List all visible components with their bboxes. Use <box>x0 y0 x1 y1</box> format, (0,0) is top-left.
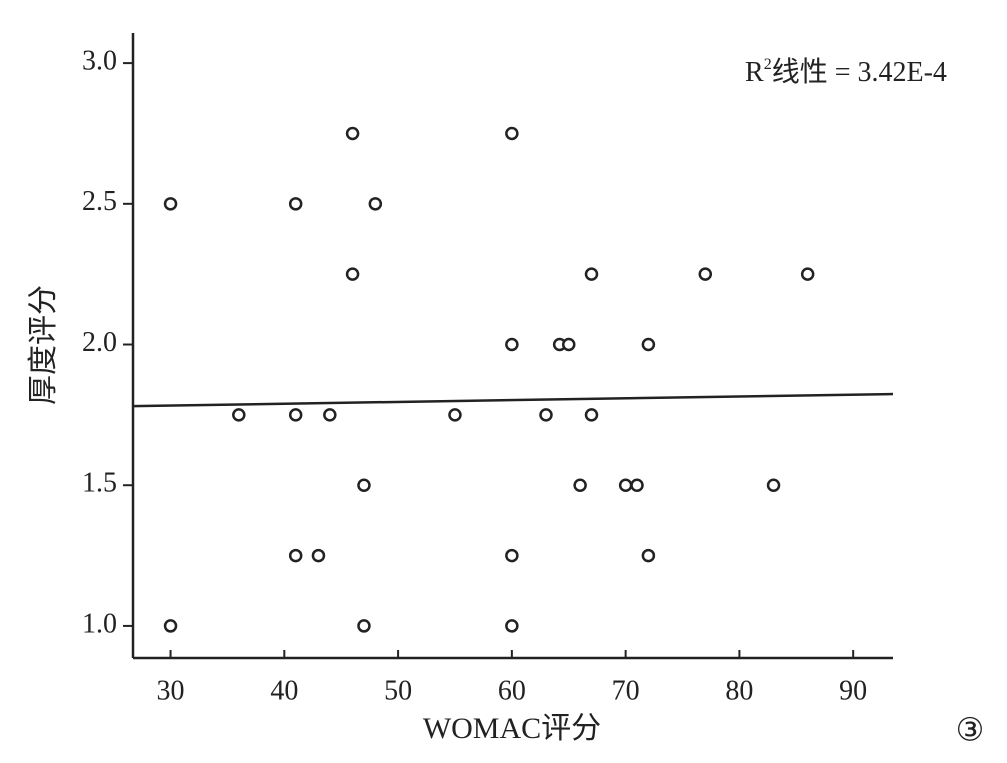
point <box>641 548 656 563</box>
y-tick-label: 3.0 <box>82 46 117 77</box>
point <box>505 548 519 563</box>
x-tick-label: 30 <box>157 675 185 706</box>
point <box>368 197 383 211</box>
x-axis-label: WOMAC评分 <box>423 712 601 745</box>
point <box>698 267 713 281</box>
point <box>345 126 360 141</box>
point <box>163 197 178 211</box>
point <box>357 619 371 633</box>
point <box>561 337 576 352</box>
point <box>641 337 656 352</box>
point <box>800 267 815 281</box>
point <box>163 619 178 633</box>
annotation-sup: 2 <box>764 56 772 73</box>
point <box>573 478 587 492</box>
point <box>584 267 599 281</box>
y-axis-label: 厚度评分 <box>27 285 60 405</box>
point <box>345 267 360 281</box>
y-tick-label: 1.0 <box>82 608 117 639</box>
point <box>630 478 644 492</box>
x-tick-label: 60 <box>498 675 526 706</box>
x-tick-label: 70 <box>612 675 640 706</box>
y-tick-label: 2.0 <box>82 327 117 358</box>
point <box>539 408 553 422</box>
point <box>618 478 633 492</box>
annotation: R2线性 = 3.42E-4 <box>745 56 947 89</box>
figure-label: ③ <box>956 711 985 747</box>
point <box>288 408 303 422</box>
point <box>448 408 462 422</box>
point <box>505 126 519 141</box>
point <box>288 197 303 211</box>
x-tick-label: 80 <box>725 675 753 706</box>
x-tick-label: 40 <box>270 675 298 706</box>
point <box>505 337 519 352</box>
annotation-rest: 线性 = 3.42E-4 <box>772 56 947 88</box>
point <box>232 408 246 422</box>
x-tick-label: 90 <box>839 675 867 706</box>
annotation-base: R <box>745 57 764 88</box>
point <box>766 478 781 492</box>
point <box>357 478 371 492</box>
y-tick-label: 2.5 <box>82 186 117 217</box>
x-tick-label: 50 <box>384 675 412 706</box>
trend-line <box>132 392 894 408</box>
point <box>288 548 303 563</box>
point <box>505 619 519 633</box>
point <box>311 548 326 563</box>
point <box>323 408 337 422</box>
y-tick-label: 1.5 <box>82 468 117 499</box>
point <box>584 408 599 422</box>
